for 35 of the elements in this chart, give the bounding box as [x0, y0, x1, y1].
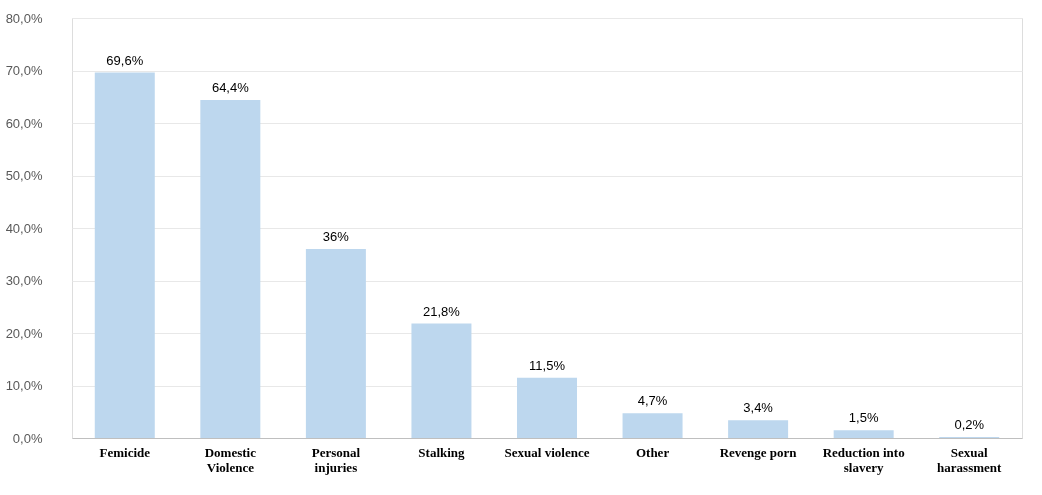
x-tick-label: Sexual violence [504, 444, 590, 460]
y-tick-label: 80,0% [5, 10, 43, 26]
x-tick-label: Reduction into slavery [822, 444, 905, 475]
x-tick-label: Sexual harassment [937, 444, 1003, 475]
bar [833, 430, 894, 438]
x-tick-label: Stalking [418, 444, 466, 460]
data-label: 69,6% [106, 52, 144, 68]
bar [622, 413, 683, 438]
bar [200, 99, 261, 438]
y-tick-label: 0,0% [12, 430, 43, 446]
bar [94, 72, 155, 438]
data-label: 64,4% [211, 79, 250, 95]
x-tick-label: Other [635, 444, 670, 460]
data-label: 0,2% [954, 416, 985, 432]
y-tick-label: 20,0% [5, 325, 43, 341]
y-tick-label: 40,0% [5, 220, 43, 236]
y-tick-label: 30,0% [5, 273, 43, 288]
data-label: 3,4% [743, 400, 774, 416]
y-tick-label: 60,0% [5, 115, 43, 131]
x-tick-label: Revenge porn [719, 444, 798, 460]
data-label: 21,8% [423, 303, 461, 319]
y-tick-label: 10,0% [5, 378, 43, 393]
y-tick-label: 70,0% [5, 63, 43, 78]
data-label: 36% [322, 229, 350, 244]
x-tick-label: Femicide [99, 444, 151, 460]
x-tick-label: Personal injuries [311, 444, 361, 475]
data-label: 1,5% [848, 410, 879, 426]
bar [517, 377, 577, 438]
data-label: 11,5% [529, 357, 566, 373]
bar [728, 420, 789, 438]
data-label: 4,7% [637, 393, 668, 409]
bar [305, 249, 366, 438]
bar [411, 323, 472, 438]
y-tick-label: 50,0% [5, 168, 43, 183]
x-tick-label: Domestic Violence [204, 444, 257, 475]
